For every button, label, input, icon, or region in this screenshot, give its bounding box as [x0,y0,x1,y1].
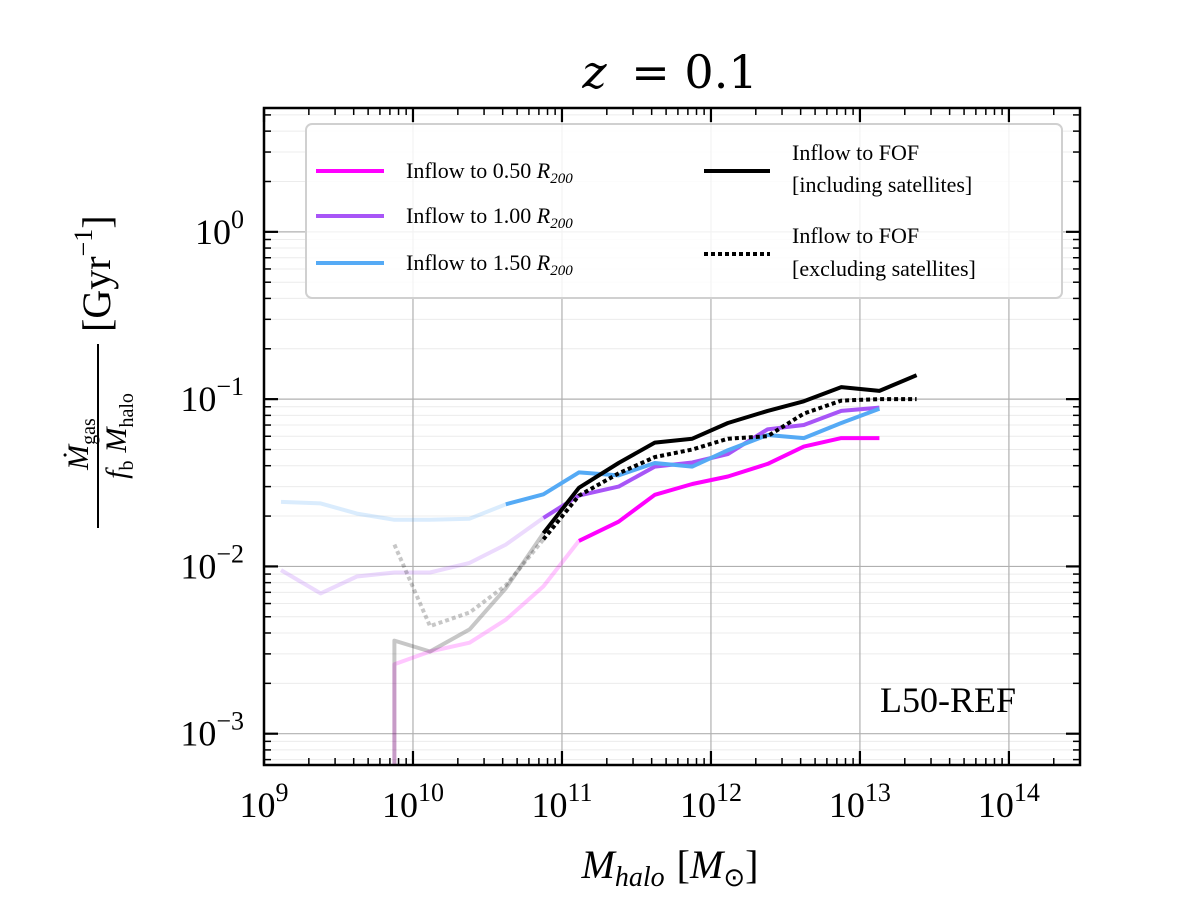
y-axis-label: Ṁgas fbMhalo [Gyr−1] [62,215,138,528]
x-tick-label: 1010 [382,778,444,825]
x-tick-label: 109 [240,778,289,825]
y-tick-label: 10−2 [180,539,244,586]
series-layer [279,373,918,765]
x-tick-label: 1012 [680,778,742,825]
series-3-faint-line [392,532,546,765]
chart-title: z = 0.1 [581,45,757,99]
legend-box [305,123,1063,299]
legend-label-fof-incl-line2: [including satellites] [792,172,972,197]
series-0-line [578,436,880,543]
series-0-faint-line [392,539,581,765]
tick-labels: 109 1010 1011 1012 1013 1014 10−3 10−2 10−1 100 [180,205,1040,825]
x-tick-label: 1014 [978,778,1040,825]
legend-label-fof-excl-line2: [excluding satellites] [792,256,976,281]
y-tick-label: 10−3 [180,707,244,754]
x-tick-label: 1011 [531,778,592,825]
plot-frame [262,106,1082,767]
y-tick-label: 10−1 [180,372,244,419]
series-2-faint-line [280,499,507,522]
legend-label-150: Inflow to 1.50 R200 [406,250,573,279]
legend-label-fof-incl-line1: Inflow to FOF [792,140,919,165]
y-label-numerator: Ṁgas [62,418,100,471]
y-label-unit: [Gyr−1] [69,215,119,332]
series-3-line [541,373,918,535]
x-axis-label: Mhalo [M⊙] [581,842,759,893]
legend-label-050: Inflow to 0.50 R200 [406,158,573,187]
legend-label-100: Inflow to 1.00 R200 [406,203,573,232]
legend: Inflow to 0.50 R200 Inflow to 1.00 R200 … [305,123,1063,299]
y-label-denominator: fbMhalo [100,393,138,479]
simulation-annotation: L50-REF [880,680,1016,720]
series-4-faint-line [392,538,545,629]
y-tick-label: 100 [195,205,244,252]
legend-label-fof-excl-line1: Inflow to FOF [792,223,919,248]
x-tick-label: 1013 [829,778,891,825]
series-2-line [505,406,881,507]
series-4-line [541,397,917,541]
series-1-faint-line [279,516,545,596]
